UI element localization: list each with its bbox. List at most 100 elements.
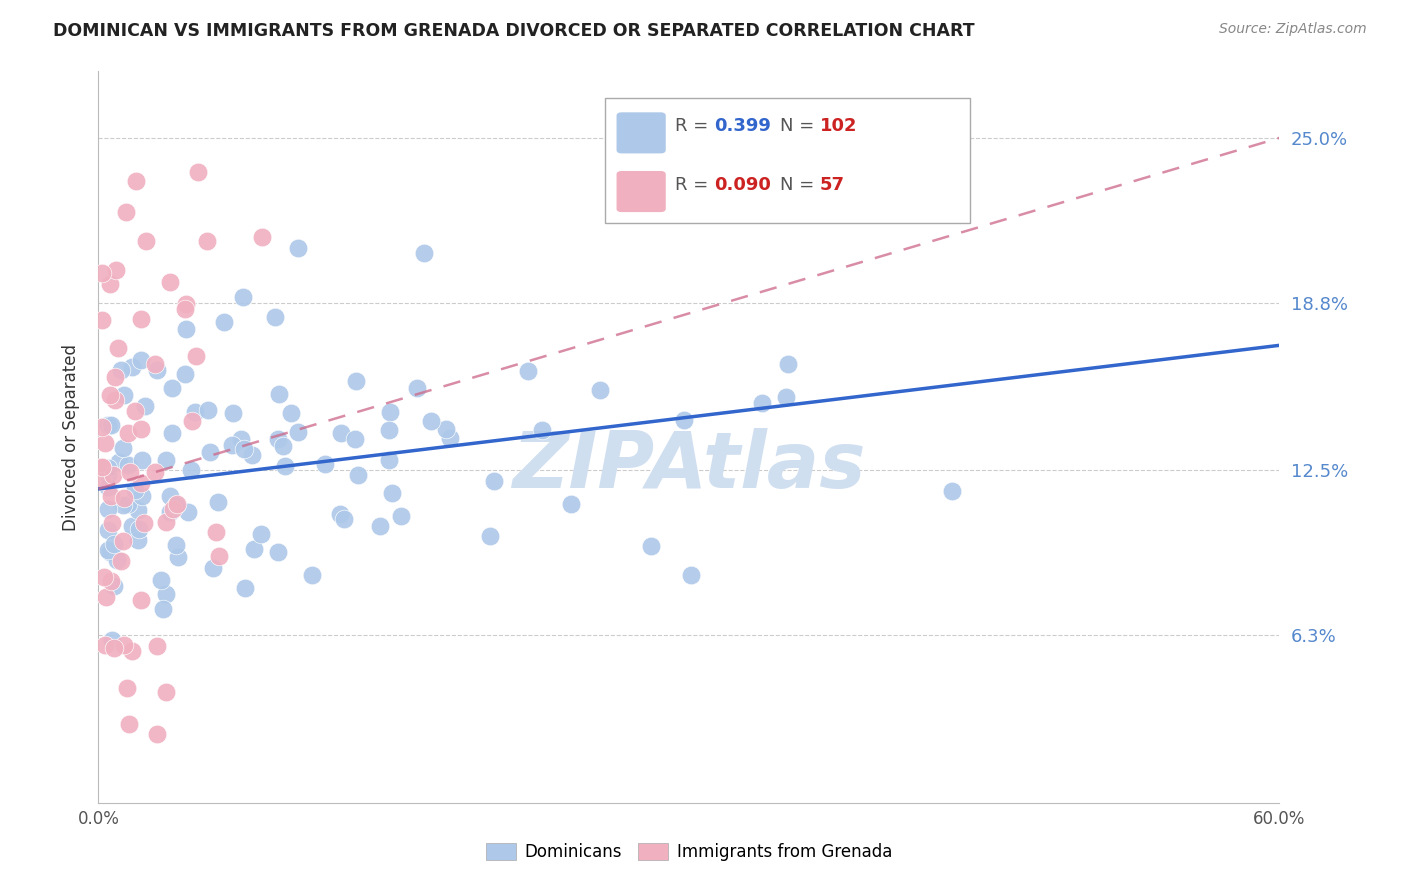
Point: [98, 277, 121, 291]
Legend: Dominicans, Immigrants from Grenada: Dominicans, Immigrants from Grenada: [479, 836, 898, 868]
Point: [941, 483, 963, 498]
Point: [132, 516, 155, 531]
Point: [103, 537, 125, 551]
Point: [267, 545, 290, 559]
Point: [104, 392, 127, 407]
Point: [110, 554, 132, 568]
Point: [127, 503, 149, 517]
Point: [97, 501, 120, 516]
Point: [160, 381, 183, 395]
Point: [104, 369, 127, 384]
Point: [198, 444, 221, 458]
Point: [146, 639, 169, 653]
Point: [100, 574, 122, 589]
Point: [155, 586, 177, 600]
Point: [478, 529, 501, 543]
Point: [100, 633, 122, 648]
Text: N =: N =: [780, 117, 820, 135]
Point: [344, 374, 367, 388]
Point: [103, 579, 125, 593]
Point: [165, 538, 187, 552]
Point: [155, 685, 177, 699]
Point: [314, 457, 336, 471]
Point: [127, 533, 149, 548]
Point: [100, 417, 122, 432]
Point: [381, 486, 404, 500]
Point: [484, 474, 506, 488]
Text: R =: R =: [675, 117, 714, 135]
Point: [91, 460, 114, 475]
Point: [184, 349, 207, 363]
Point: [146, 363, 169, 377]
Point: [97, 523, 120, 537]
Point: [160, 426, 183, 441]
Point: [212, 315, 235, 329]
Point: [91, 266, 114, 280]
Point: [434, 421, 457, 435]
Point: [107, 455, 129, 469]
Point: [233, 581, 256, 595]
Point: [97, 467, 120, 481]
Point: [152, 602, 174, 616]
Point: [101, 516, 124, 531]
Point: [155, 515, 177, 529]
Point: [94, 590, 117, 604]
Point: [91, 459, 114, 474]
Point: [159, 275, 181, 289]
Point: [273, 458, 295, 473]
Point: [101, 467, 124, 482]
Point: [280, 406, 302, 420]
Point: [406, 381, 429, 395]
Point: [121, 644, 143, 658]
Point: [93, 569, 115, 583]
Point: [243, 542, 266, 557]
Point: [368, 518, 391, 533]
Text: ZIPAtlas: ZIPAtlas: [512, 428, 866, 504]
Text: N =: N =: [780, 176, 820, 194]
Point: [100, 388, 122, 402]
Point: [271, 439, 294, 453]
Text: 102: 102: [820, 117, 858, 135]
Point: [389, 509, 412, 524]
Point: [110, 363, 132, 377]
Point: [250, 230, 273, 244]
Point: [131, 592, 153, 607]
Point: [131, 422, 153, 436]
Point: [121, 359, 143, 374]
Point: [187, 165, 209, 179]
Point: [107, 342, 129, 356]
Point: [112, 534, 135, 549]
Point: [124, 483, 146, 498]
Point: [104, 263, 127, 277]
Point: [112, 638, 135, 652]
Point: [267, 432, 290, 446]
Point: [249, 527, 271, 541]
Point: [155, 453, 177, 467]
Point: [159, 489, 181, 503]
Point: [378, 405, 401, 419]
Point: [229, 433, 252, 447]
Point: [197, 234, 219, 248]
Point: [94, 639, 117, 653]
Point: [149, 573, 172, 587]
Point: [165, 498, 187, 512]
Point: [177, 505, 200, 519]
Point: [287, 241, 309, 255]
Point: [91, 313, 114, 327]
Point: [103, 640, 125, 655]
Point: [420, 414, 443, 428]
Point: [439, 432, 461, 446]
Point: [115, 205, 138, 219]
Point: [301, 567, 323, 582]
Point: [111, 441, 134, 455]
Point: [162, 502, 184, 516]
Point: [98, 545, 121, 559]
Point: [166, 497, 188, 511]
Point: [205, 525, 228, 540]
Point: [589, 383, 612, 397]
Point: [560, 497, 582, 511]
Point: [174, 296, 197, 310]
Point: [128, 522, 150, 536]
Point: [97, 480, 120, 494]
Point: [105, 553, 128, 567]
